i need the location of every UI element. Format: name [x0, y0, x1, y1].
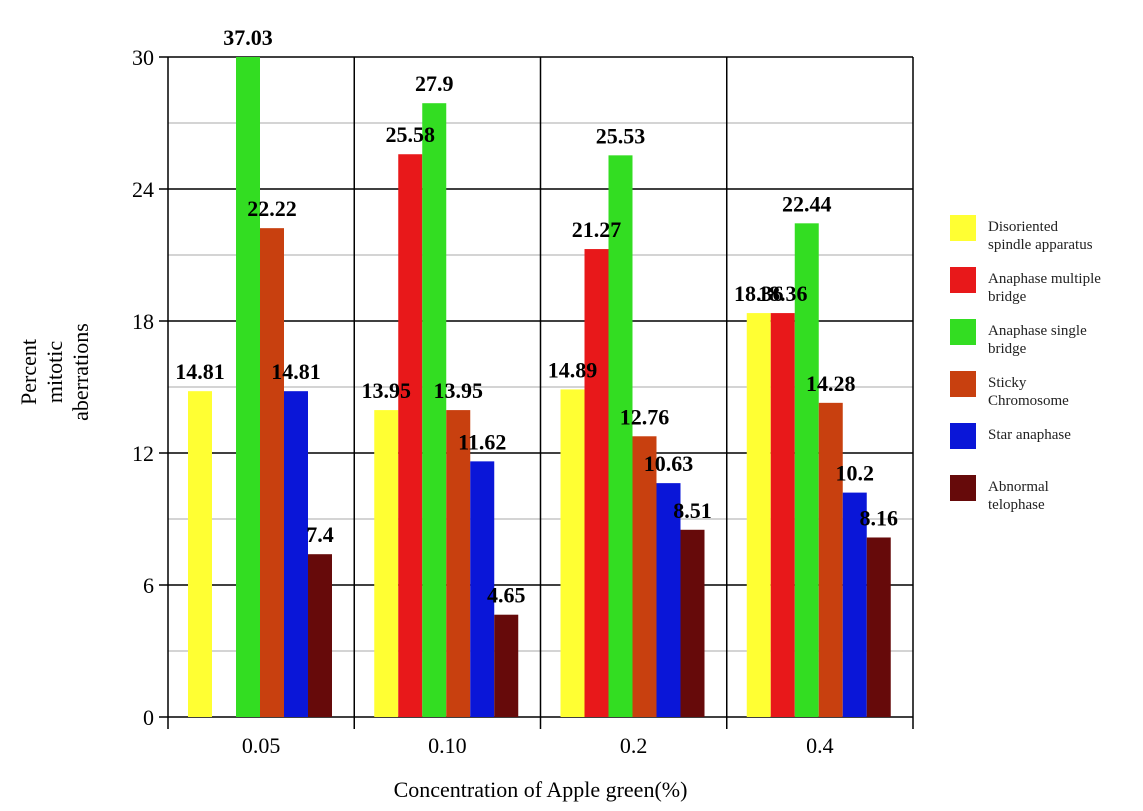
y-tick-label: 0 [143, 705, 154, 730]
legend-swatch [950, 371, 976, 397]
data-label: 7.4 [306, 522, 334, 547]
y-axis-title-line: aberrations [68, 323, 93, 421]
bar [398, 154, 423, 718]
bar [746, 313, 771, 717]
bar [608, 155, 633, 718]
data-label: 27.9 [415, 71, 454, 96]
x-tick-label: 0.10 [428, 733, 467, 758]
bar [680, 529, 705, 717]
bar [284, 391, 308, 717]
y-axis-title: Percentmitoticaberrations [16, 323, 93, 421]
data-label: 8.16 [860, 505, 899, 530]
bar [866, 537, 891, 717]
legend-swatch [950, 215, 976, 241]
y-axis-title-line: mitotic [42, 341, 67, 404]
data-label: 25.53 [596, 123, 646, 148]
data-label: 25.58 [386, 122, 436, 147]
y-tick-label: 6 [143, 573, 154, 598]
bar [446, 410, 471, 717]
legend-label: Anaphase multiple [988, 271, 1101, 287]
x-tick-label: 0.4 [806, 733, 834, 758]
legend-label: Disoriented [988, 219, 1058, 235]
bar [818, 402, 843, 717]
data-label: 8.51 [673, 498, 712, 523]
bar [422, 103, 447, 717]
data-label: 22.44 [782, 191, 832, 216]
data-label: 22.22 [247, 196, 297, 221]
data-label: 10.2 [836, 461, 875, 486]
legend-label: Chromosome [988, 393, 1069, 409]
legend-label: bridge [988, 341, 1027, 357]
legend-label: Sticky [988, 375, 1027, 391]
data-label: 14.81 [175, 359, 225, 384]
bar [308, 554, 332, 717]
x-tick-label: 0.05 [242, 733, 281, 758]
bar [770, 313, 795, 717]
data-label: 14.28 [806, 371, 856, 396]
legend-swatch [950, 319, 976, 345]
legend-label: Star anaphase [988, 427, 1071, 443]
bar [656, 483, 681, 717]
bar [494, 614, 519, 717]
bar [560, 389, 585, 717]
y-tick-label: 30 [132, 45, 154, 70]
bar [374, 410, 399, 717]
legend-swatch [950, 267, 976, 293]
bar [584, 249, 609, 717]
bar [236, 57, 260, 717]
data-label: 12.76 [620, 404, 670, 429]
bar [470, 461, 495, 717]
legend-swatch [950, 475, 976, 501]
bar [632, 436, 657, 717]
x-tick-label: 0.2 [620, 733, 648, 758]
data-label: 14.81 [271, 359, 321, 384]
data-label: 13.95 [362, 378, 412, 403]
y-tick-label: 18 [132, 309, 154, 334]
data-label: 37.03 [223, 25, 273, 50]
legend-label: bridge [988, 289, 1027, 305]
legend-label: telophase [988, 497, 1045, 513]
legend-swatch [950, 423, 976, 449]
y-axis-title-line: Percent [16, 339, 41, 405]
bar [794, 223, 819, 717]
bar [188, 391, 212, 717]
y-tick-label: 24 [132, 177, 154, 202]
data-label: 14.89 [548, 357, 598, 382]
data-label: 21.27 [572, 217, 622, 242]
data-label: 10.63 [644, 451, 694, 476]
legend-label: spindle apparatus [988, 237, 1093, 253]
x-axis-title: Concentration of Apple green(%) [394, 777, 688, 802]
data-label: 13.95 [434, 378, 484, 403]
data-label: 11.62 [458, 429, 506, 454]
legend-label: Abnormal [988, 479, 1049, 495]
legend-label: Anaphase single [988, 323, 1087, 339]
bar [260, 228, 284, 717]
data-label: 18.36 [734, 281, 784, 306]
data-label: 18.36 [758, 281, 808, 306]
bar [842, 492, 867, 717]
y-tick-label: 12 [132, 441, 154, 466]
data-label: 4.65 [487, 583, 526, 608]
